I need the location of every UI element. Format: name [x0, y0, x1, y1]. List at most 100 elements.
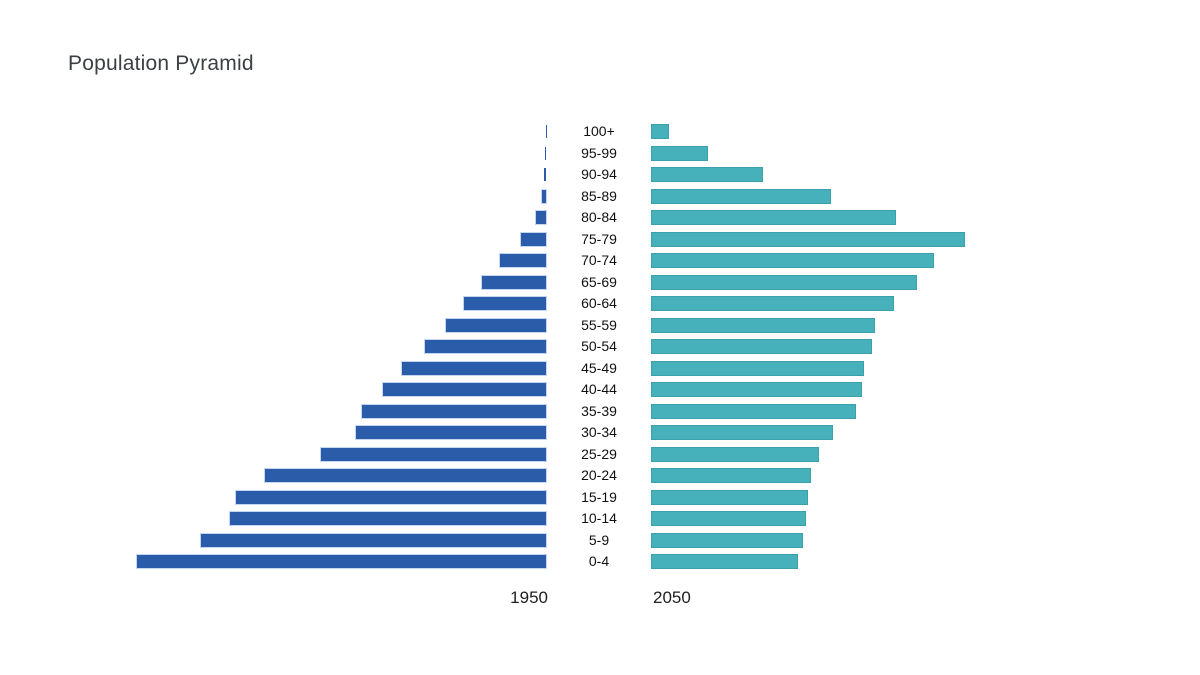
pyramid-row-right — [652, 336, 1132, 358]
age-group-label: 50-54 — [581, 338, 617, 354]
bar-2050-50-54 — [652, 340, 871, 354]
pyramid-row-left — [116, 551, 546, 573]
pyramid-row-left — [116, 465, 546, 487]
pyramid-row-left — [116, 250, 546, 272]
pyramid-row-right — [652, 530, 1132, 552]
bar-1950-65-69 — [482, 275, 546, 289]
bar-2050-90-94 — [652, 168, 762, 182]
bar-1950-80-84 — [536, 211, 546, 225]
pyramid-row-right — [652, 508, 1132, 530]
bar-1950-0-4 — [137, 555, 546, 569]
axis-label-1950: 1950 — [510, 588, 548, 607]
pyramid-row-right — [652, 186, 1132, 208]
bar-2050-40-44 — [652, 383, 861, 397]
pyramid-row-right — [652, 250, 1132, 272]
bar-1950-25-29 — [321, 447, 546, 461]
pyramid-row-left — [116, 444, 546, 466]
pyramid-row-right — [652, 401, 1132, 423]
bar-1950-10-14 — [230, 512, 546, 526]
bar-1950-5-9 — [201, 533, 546, 547]
pyramid-row-right — [652, 551, 1132, 573]
bar-1950-50-54 — [425, 340, 546, 354]
bars-2050-column — [652, 121, 1132, 573]
pyramid-row-left — [116, 293, 546, 315]
age-group-label: 20-24 — [581, 467, 617, 483]
pyramid-row-right — [652, 143, 1132, 165]
pyramid-row-right — [652, 315, 1132, 337]
bar-2050-75-79 — [652, 232, 964, 246]
pyramid-row-left — [116, 143, 546, 165]
bar-2050-15-19 — [652, 490, 807, 504]
age-group-label: 75-79 — [581, 230, 617, 247]
age-group-label: 0-4 — [588, 553, 610, 569]
pyramid-row-right — [652, 444, 1132, 466]
pyramid-row-right — [652, 272, 1132, 294]
bar-2050-25-29 — [652, 447, 818, 461]
age-group-label: 45-49 — [581, 359, 617, 376]
pyramid-row-left — [116, 358, 546, 380]
bar-2050-20-24 — [652, 469, 810, 483]
age-group-label: 55-59 — [581, 316, 617, 333]
age-group-label: 95-99 — [581, 144, 617, 161]
pyramid-row-left — [116, 315, 546, 337]
bar-2050-35-39 — [652, 404, 855, 418]
bar-1950-70-74 — [500, 254, 546, 268]
bar-2050-85-89 — [652, 189, 830, 203]
bar-1950-40-44 — [383, 383, 546, 397]
bar-1950-15-19 — [236, 490, 546, 504]
bar-2050-70-74 — [652, 254, 933, 268]
pyramid-row-right — [652, 422, 1132, 444]
age-group-label: 30-34 — [581, 424, 617, 440]
pyramid-row-left — [116, 401, 546, 423]
pyramid-row-right — [652, 207, 1132, 229]
bar-2050-0-4 — [652, 555, 797, 569]
pyramid-row-left — [116, 186, 546, 208]
pyramid-row-right — [652, 379, 1132, 401]
pyramid-row-left — [116, 207, 546, 229]
pyramid-row-left — [116, 229, 546, 251]
pyramid-row-right — [652, 358, 1132, 380]
bar-2050-100+ — [652, 125, 668, 139]
pyramid-row-left — [116, 530, 546, 552]
pyramid-row-right — [652, 121, 1132, 143]
bar-1950-85-89 — [541, 189, 546, 203]
age-group-label: 25-29 — [581, 445, 617, 462]
age-group-label: 60-64 — [581, 295, 617, 311]
pyramid-row-left — [116, 121, 546, 143]
bar-2050-80-84 — [652, 211, 895, 225]
bar-1950-55-59 — [446, 318, 546, 332]
age-group-label: 15-19 — [581, 488, 617, 505]
bar-2050-10-14 — [652, 512, 805, 526]
pyramid-row-left — [116, 336, 546, 358]
age-group-label: 40-44 — [581, 381, 617, 397]
pyramid-row-right — [652, 164, 1132, 186]
pyramid-row-left — [116, 508, 546, 530]
pyramid-row-left — [116, 487, 546, 509]
bar-1950-30-34 — [356, 426, 546, 440]
bar-1950-60-64 — [464, 297, 546, 311]
bar-1950-90-94 — [544, 168, 546, 182]
age-group-label: 65-69 — [581, 273, 617, 290]
bar-1950-75-79 — [521, 232, 546, 246]
chart-title: Population Pyramid — [68, 52, 254, 75]
age-group-label: 100+ — [583, 123, 615, 139]
age-group-label: 5-9 — [588, 531, 610, 548]
pyramid-row-right — [652, 229, 1132, 251]
pyramid-row-left — [116, 422, 546, 444]
bar-2050-65-69 — [652, 275, 916, 289]
bar-1950-95-99 — [545, 146, 546, 160]
bar-1950-20-24 — [265, 469, 546, 483]
bar-1950-100+ — [545, 125, 546, 139]
pyramid-row-left — [116, 379, 546, 401]
age-group-label: 80-84 — [581, 209, 617, 225]
pyramid-row-left — [116, 272, 546, 294]
age-group-label: 85-89 — [581, 187, 617, 204]
bar-2050-95-99 — [652, 146, 707, 160]
pyramid-row-left — [116, 164, 546, 186]
age-group-label: 90-94 — [581, 166, 617, 182]
bar-2050-60-64 — [652, 297, 893, 311]
age-group-label: 70-74 — [581, 252, 617, 268]
bar-2050-55-59 — [652, 318, 874, 332]
age-group-labels-column: 100+ 95-99 90-94 85-89 80-84 75-79 70-74 65-69 6… — [546, 121, 652, 573]
